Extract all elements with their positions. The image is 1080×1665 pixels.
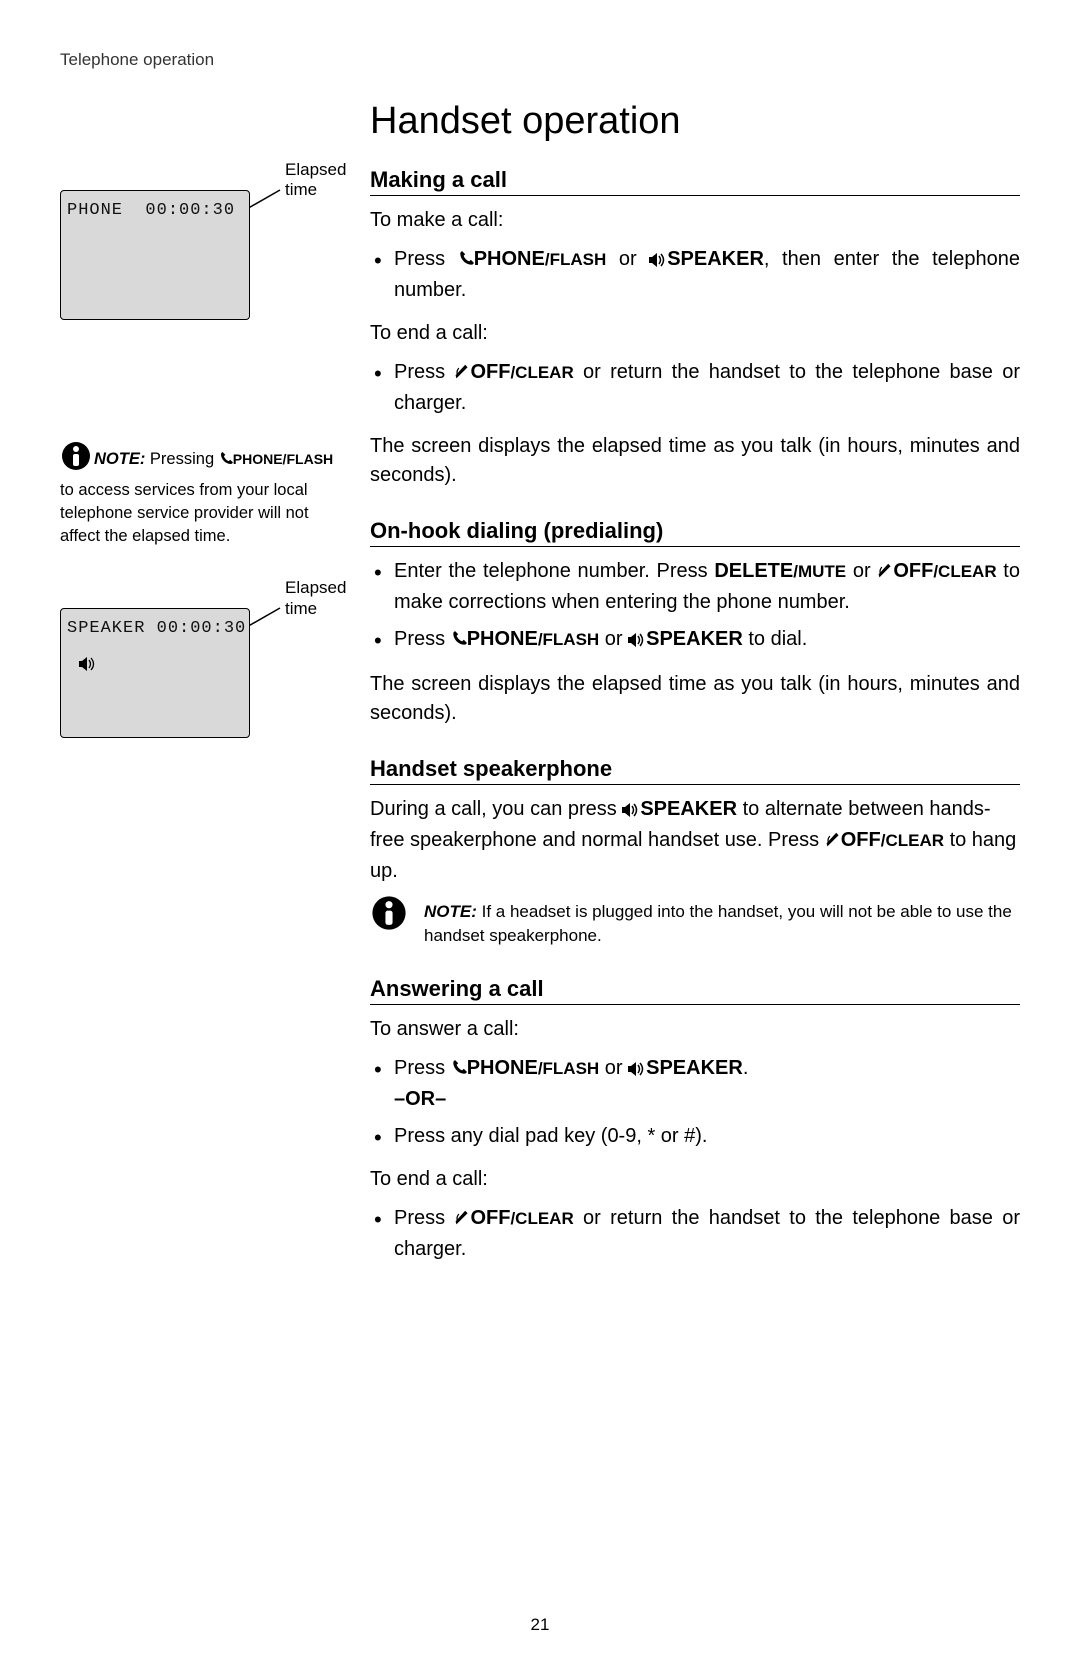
elapsed-time-label: Elapsed time — [285, 578, 346, 619]
key-speaker: SPEAKER — [640, 798, 737, 820]
list-item: Press PHONE/FLASH or SPEAKER to dial. — [394, 625, 1020, 656]
note-label: NOTE: — [94, 450, 145, 468]
list-item: Press any dial pad key (0-9, * or #). — [394, 1122, 1020, 1151]
making-end-intro: To end a call: — [370, 319, 1020, 348]
key-flash: /FLASH — [545, 250, 606, 269]
key-speaker: SPEAKER — [667, 248, 764, 270]
key-clear: /CLEAR — [510, 1209, 573, 1228]
phone-icon — [458, 247, 474, 276]
answer-intro: To answer a call: — [370, 1015, 1020, 1044]
elapsed-time-label: Elapsed time — [285, 160, 346, 201]
note-text-1: Pressing — [145, 450, 218, 468]
text: Press — [394, 361, 454, 383]
key-off: OFF — [470, 1207, 510, 1229]
speaker-para: During a call, you can press SPEAKER to … — [370, 795, 1020, 886]
key-phone: PHONE — [467, 1057, 538, 1079]
text: During a call, you can press — [370, 798, 622, 820]
info-icon — [370, 894, 408, 939]
page-section-label: Telephone operation — [60, 50, 1020, 70]
key-mute: /MUTE — [793, 562, 846, 581]
off-icon — [825, 828, 841, 857]
off-icon — [454, 1206, 470, 1235]
heading-onhook: On-hook dialing (predialing) — [370, 518, 1020, 547]
list-item: Enter the telephone number. Press DELETE… — [394, 557, 1020, 617]
key-off: OFF — [470, 361, 510, 383]
info-icon — [60, 440, 92, 479]
key-flash: /FLASH — [538, 630, 599, 649]
speaker-icon — [79, 657, 97, 676]
onhook-para: The screen displays the elapsed time as … — [370, 670, 1020, 728]
lcd-illustration-phone: Elapsed time PHONE 00:00:30 — [60, 190, 340, 320]
key-delete: DELETE — [714, 560, 793, 582]
heading-making-call: Making a call — [370, 167, 1020, 196]
list-item: Press OFF/CLEAR or return the handset to… — [394, 358, 1020, 418]
key-phone: PHONE — [474, 248, 545, 270]
text: or — [606, 248, 649, 270]
note-text: If a headset is plugged into the handset… — [424, 902, 1012, 945]
page-title: Handset operation — [370, 100, 1020, 143]
text: Press — [394, 1057, 451, 1079]
note-label: NOTE: — [424, 902, 477, 921]
answer-end-list: Press OFF/CLEAR or return the handset to… — [370, 1204, 1020, 1264]
note-text-2: to access services from your local telep… — [60, 481, 309, 545]
answer-list: Press PHONE/FLASH or SPEAKER. –OR– Press … — [370, 1054, 1020, 1151]
lcd-screen: SPEAKER 00:00:30 — [60, 608, 250, 738]
key-speaker: SPEAKER — [646, 628, 743, 650]
lcd-text: SPEAKER 00:00:30 — [67, 619, 246, 638]
sidebar: Elapsed time PHONE 00:00:30 NOTE: Pressi… — [60, 100, 340, 1278]
text: Enter the telephone number. Press — [394, 560, 714, 582]
page-number: 21 — [0, 1615, 1080, 1635]
answer-end-intro: To end a call: — [370, 1165, 1020, 1194]
list-item: Press OFF/CLEAR or return the handset to… — [394, 1204, 1020, 1264]
speaker-icon — [649, 247, 667, 276]
list-item: Press PHONE/FLASH or SPEAKER. –OR– — [394, 1054, 1020, 1114]
onhook-list: Enter the telephone number. Press DELETE… — [370, 557, 1020, 656]
key-clear: /CLEAR — [933, 562, 996, 581]
text: Press — [394, 628, 451, 650]
page-container: Elapsed time PHONE 00:00:30 NOTE: Pressi… — [60, 100, 1020, 1278]
key-off: OFF — [841, 829, 881, 851]
making-end-list: Press OFF/CLEAR or return the handset to… — [370, 358, 1020, 418]
list-item: Press PHONE/FLASH or SPEAKER, then enter… — [394, 245, 1020, 305]
making-intro: To make a call: — [370, 206, 1020, 235]
heading-speakerphone: Handset speakerphone — [370, 756, 1020, 785]
key-flash: /FLASH — [538, 1059, 599, 1078]
speaker-icon — [628, 627, 646, 656]
speaker-icon — [628, 1056, 646, 1085]
main-content: Handset operation Making a call To make … — [370, 100, 1020, 1278]
text: or — [846, 560, 877, 582]
key-speaker: SPEAKER — [646, 1057, 743, 1079]
phone-icon — [219, 450, 233, 473]
lcd-illustration-speaker: Elapsed time SPEAKER 00:00:30 — [60, 608, 340, 738]
lcd-screen: PHONE 00:00:30 — [60, 190, 250, 320]
speaker-icon — [622, 797, 640, 826]
text: . — [743, 1057, 749, 1079]
heading-answering: Answering a call — [370, 976, 1020, 1005]
lcd-text: PHONE 00:00:30 — [67, 201, 235, 220]
or-label: –OR– — [394, 1088, 446, 1110]
text: Press — [394, 248, 458, 270]
key-off: OFF — [893, 560, 933, 582]
speaker-note: NOTE: If a headset is plugged into the h… — [370, 900, 1020, 948]
text: or — [599, 628, 628, 650]
phone-icon — [451, 627, 467, 656]
phone-icon — [451, 1056, 467, 1085]
key-phone-flash: PHONE/FLASH — [233, 451, 333, 467]
sidebar-note: NOTE: Pressing PHONE/FLASH to access ser… — [60, 440, 340, 548]
key-clear: /CLEAR — [510, 363, 573, 382]
making-list: Press PHONE/FLASH or SPEAKER, then enter… — [370, 245, 1020, 305]
key-phone: PHONE — [467, 628, 538, 650]
off-icon — [454, 360, 470, 389]
text: or — [599, 1057, 628, 1079]
text: to dial. — [743, 628, 807, 650]
key-clear: /CLEAR — [881, 831, 944, 850]
off-icon — [877, 559, 893, 588]
making-para: The screen displays the elapsed time as … — [370, 432, 1020, 490]
text: Press — [394, 1207, 454, 1229]
